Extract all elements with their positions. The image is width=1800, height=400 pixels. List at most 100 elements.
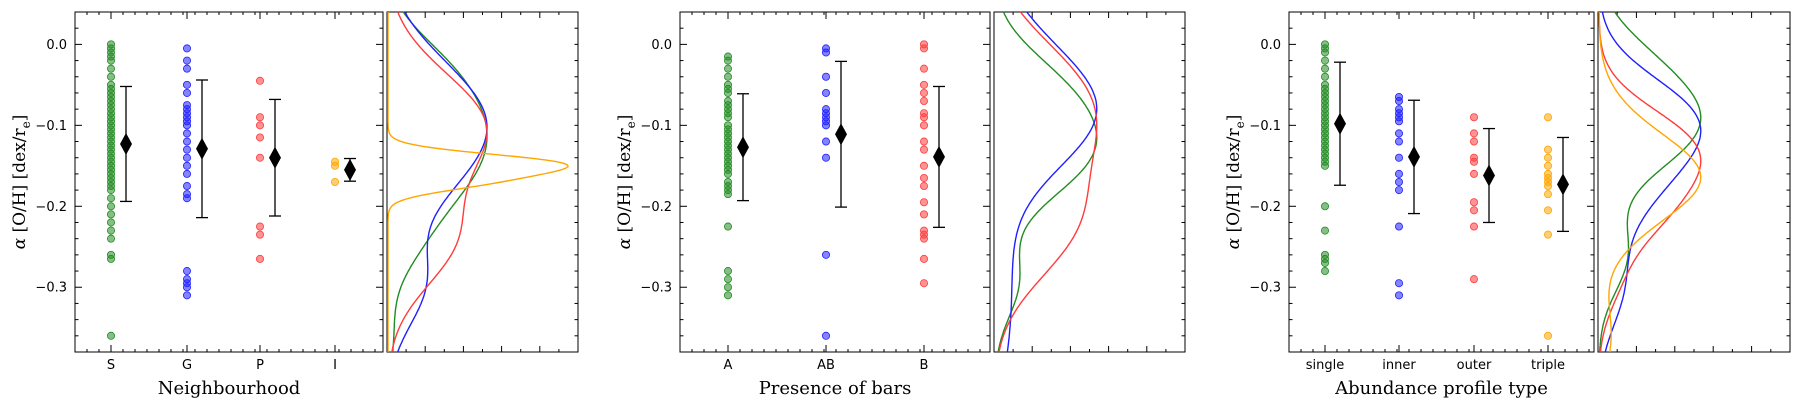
data-point bbox=[1321, 56, 1330, 65]
data-point bbox=[1544, 206, 1553, 215]
y-tick-label: −0.2 bbox=[1249, 200, 1281, 215]
data-point bbox=[920, 198, 929, 207]
data-point bbox=[1470, 113, 1479, 122]
scatter-axes-frame bbox=[74, 11, 384, 353]
chart-panel-1: 0.0 −0.1 −0.2 −0.3 α [O/H] [dex/re] Neighbour… bbox=[10, 11, 579, 399]
data-point bbox=[822, 48, 831, 57]
data-point bbox=[107, 331, 116, 340]
data-point bbox=[182, 169, 191, 178]
data-point bbox=[255, 113, 264, 122]
data-point bbox=[1544, 182, 1553, 191]
scatter-axes-frame bbox=[679, 11, 991, 353]
data-point bbox=[182, 137, 191, 146]
data-point bbox=[1395, 177, 1404, 186]
data-point bbox=[920, 173, 929, 182]
mean-marker bbox=[120, 132, 132, 155]
data-point bbox=[255, 121, 264, 130]
mean-marker bbox=[1408, 145, 1420, 168]
x-tick-label: A bbox=[724, 358, 733, 373]
y-tick-label: −0.1 bbox=[35, 119, 67, 134]
data-point bbox=[107, 64, 116, 73]
data-point bbox=[182, 161, 191, 170]
data-point bbox=[1321, 226, 1330, 235]
data-point bbox=[920, 210, 929, 219]
data-point bbox=[724, 222, 733, 231]
x-tick-label: I bbox=[333, 358, 337, 373]
data-point bbox=[1321, 267, 1330, 276]
data-point bbox=[1321, 202, 1330, 211]
data-point bbox=[255, 133, 264, 142]
y-label-close: ] bbox=[615, 115, 635, 122]
data-point bbox=[1544, 113, 1553, 122]
x-tick-label: single bbox=[1306, 358, 1345, 373]
data-point bbox=[1395, 117, 1404, 126]
data-point bbox=[1470, 206, 1479, 215]
kde-curve-I bbox=[387, 12, 569, 352]
data-point bbox=[724, 72, 733, 81]
data-point bbox=[182, 182, 191, 191]
data-point bbox=[330, 177, 339, 186]
data-point bbox=[182, 129, 191, 138]
x-axis-label: Neighbourhood bbox=[158, 378, 301, 399]
data-point bbox=[182, 44, 191, 53]
y-tick-label: −0.3 bbox=[640, 281, 672, 296]
y-tick-label: −0.2 bbox=[640, 200, 672, 215]
data-point bbox=[1544, 230, 1553, 239]
data-point bbox=[107, 202, 116, 211]
mean-marker bbox=[737, 136, 749, 159]
y-label-alpha: α bbox=[1224, 233, 1244, 250]
data-point bbox=[1544, 190, 1553, 199]
kde-curve-B bbox=[998, 11, 1098, 353]
data-point bbox=[107, 186, 116, 195]
data-point bbox=[724, 56, 733, 65]
data-point bbox=[182, 64, 191, 73]
data-point bbox=[182, 80, 191, 89]
mean-marker bbox=[196, 137, 208, 160]
data-point bbox=[724, 64, 733, 73]
y-label-main: [O/H] [dex/r bbox=[10, 127, 30, 232]
data-point bbox=[107, 56, 116, 65]
x-tick-label: inner bbox=[1382, 358, 1416, 373]
y-label-alpha: α bbox=[615, 233, 635, 250]
data-point bbox=[920, 80, 929, 89]
data-point bbox=[724, 88, 733, 97]
data-point bbox=[920, 44, 929, 53]
data-point bbox=[330, 161, 339, 170]
data-point bbox=[1544, 145, 1553, 154]
data-point bbox=[107, 72, 116, 81]
data-point bbox=[1470, 129, 1479, 138]
data-point bbox=[920, 254, 929, 263]
kde-curve-S bbox=[392, 11, 488, 353]
data-point bbox=[1544, 161, 1553, 170]
data-point bbox=[182, 267, 191, 276]
y-label-subscript: e bbox=[1233, 121, 1247, 128]
data-point bbox=[1470, 169, 1479, 178]
x-tick-label: triple bbox=[1531, 358, 1565, 373]
data-point bbox=[1470, 157, 1479, 166]
data-point bbox=[1470, 222, 1479, 231]
kde-curve-A bbox=[997, 11, 1098, 353]
x-tick-label: B bbox=[920, 358, 929, 373]
data-point bbox=[1395, 137, 1404, 146]
data-point bbox=[1395, 186, 1404, 195]
scatter-axes-frame bbox=[1288, 11, 1595, 353]
data-point bbox=[182, 194, 191, 203]
y-axis-label: α [O/H] [dex/re] bbox=[1224, 115, 1247, 250]
data-point bbox=[107, 218, 116, 227]
data-point bbox=[107, 234, 116, 243]
data-point bbox=[724, 267, 733, 276]
mean-marker bbox=[835, 123, 847, 146]
data-point bbox=[920, 64, 929, 73]
data-point bbox=[1321, 258, 1330, 267]
y-label-close: ] bbox=[10, 115, 30, 122]
data-point bbox=[1321, 161, 1330, 170]
data-point bbox=[724, 113, 733, 122]
mean-marker bbox=[1334, 112, 1346, 135]
data-point bbox=[920, 121, 929, 130]
y-label-close: ] bbox=[1224, 115, 1244, 122]
data-point bbox=[1395, 169, 1404, 178]
data-point bbox=[1395, 97, 1404, 106]
y-tick-label: 0.0 bbox=[651, 38, 672, 53]
x-tick-label: S bbox=[107, 358, 115, 373]
mean-marker bbox=[344, 158, 356, 181]
